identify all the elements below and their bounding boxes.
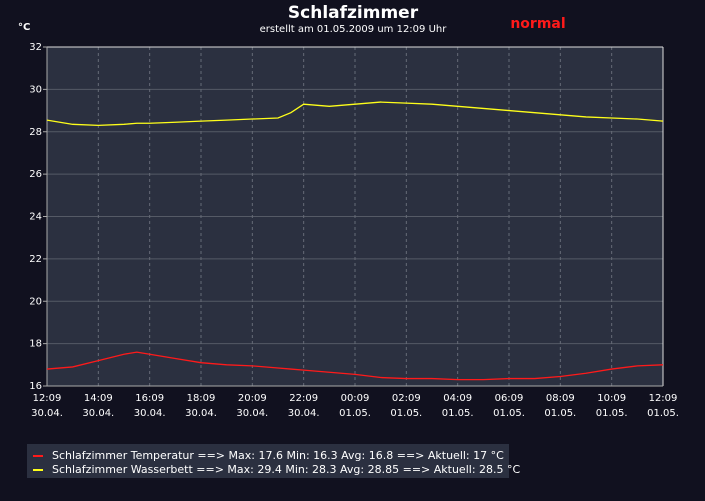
x-tick-date: 01.05. — [442, 408, 474, 419]
x-tick-date: 01.05. — [339, 408, 371, 419]
x-tick-date: 30.04. — [82, 408, 114, 419]
y-tick-label: 24 — [29, 212, 42, 223]
legend — [27, 444, 509, 478]
y-tick-label: 20 — [29, 296, 42, 307]
y-tick-label: 32 — [29, 42, 42, 53]
x-tick-label: 16:09 — [135, 393, 164, 404]
x-tick-date: 01.05. — [544, 408, 576, 419]
y-tick-label: 22 — [29, 254, 42, 265]
chart-title: Schlafzimmer — [288, 3, 419, 23]
x-tick-label: 02:09 — [392, 393, 421, 404]
status: normal — [510, 16, 565, 32]
x-tick-date: 30.04. — [288, 408, 320, 419]
legend-label: Schlafzimmer Temperatur ==> Max: 17.6 Mi… — [52, 449, 504, 462]
x-tick-label: 12:09 — [33, 393, 62, 404]
x-tick-label: 04:09 — [443, 393, 472, 404]
y-tick-label: 16 — [29, 381, 42, 392]
y-tick-label: 30 — [29, 84, 42, 95]
y-tick-label: 26 — [29, 169, 42, 180]
series-line — [46, 101, 664, 127]
x-tick-label: 20:09 — [238, 393, 267, 404]
y-tick-label: 18 — [29, 339, 42, 350]
x-tick-label: 08:09 — [546, 393, 575, 404]
x-tick-date: 30.04. — [31, 408, 63, 419]
x-tick-date: 30.04. — [185, 408, 217, 419]
x-tick-date: 30.04. — [236, 408, 268, 419]
legend-label: Schlafzimmer Wasserbett ==> Max: 29.4 Mi… — [52, 463, 521, 476]
x-tick-date: 01.05. — [647, 408, 679, 419]
x-tick-label: 12:09 — [649, 393, 678, 404]
x-tick-date: 30.04. — [134, 408, 166, 419]
y-tick-label: 28 — [29, 127, 42, 138]
x-tick-date: 01.05. — [493, 408, 525, 419]
x-tick-label: 10:09 — [597, 393, 626, 404]
y-unit: °C — [18, 22, 30, 33]
series-line — [46, 351, 664, 381]
x-tick-date: 01.05. — [390, 408, 422, 419]
x-tick-label: 22:09 — [289, 393, 318, 404]
x-tick-date: 01.05. — [596, 408, 628, 419]
x-tick-label: 06:09 — [495, 393, 524, 404]
x-tick-label: 00:09 — [341, 393, 370, 404]
chart-subtitle: erstellt am 01.05.2009 um 12:09 Uhr — [260, 24, 448, 35]
x-tick-label: 18:09 — [187, 393, 216, 404]
x-tick-label: 14:09 — [84, 393, 113, 404]
